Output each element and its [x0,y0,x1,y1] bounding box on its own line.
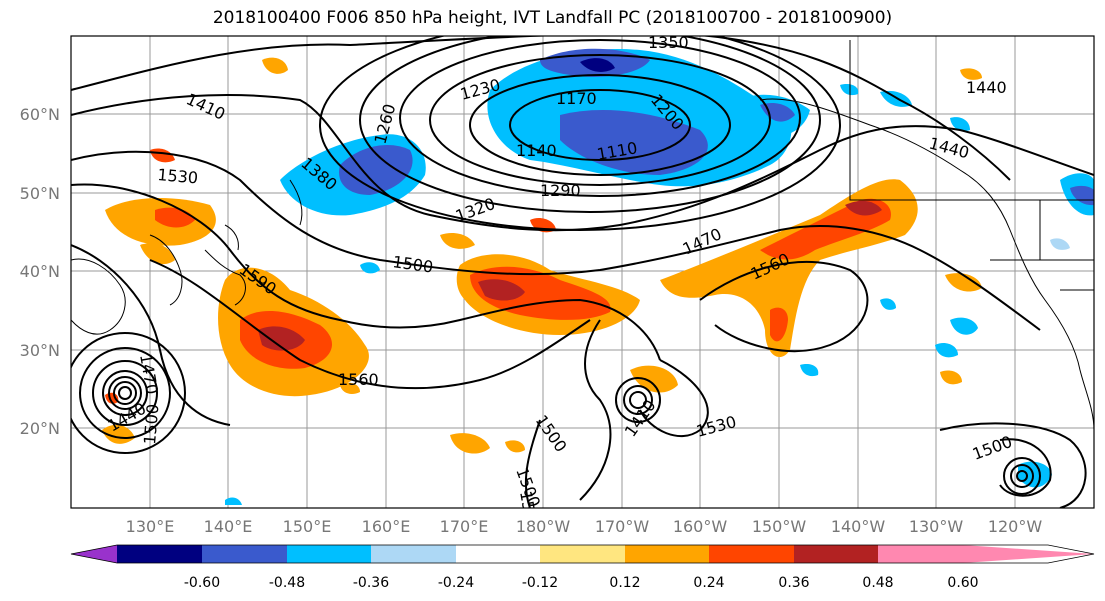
colorbar-tick-label: -0.48 [269,575,305,591]
colorbar-tick-label: -0.12 [522,575,558,591]
colorbar-tick-labels: -0.60 -0.48 -0.36 -0.24 -0.12 0.12 0.24 … [184,575,979,591]
lon-label: 170°E [440,517,489,536]
colorbar-outline [70,544,1095,564]
colorbar-bin [456,545,540,563]
colorbar-bin [287,545,371,563]
lon-label: 130°E [126,517,175,536]
lat-label: 30°N [20,341,60,360]
lon-label: 120°W [988,517,1043,536]
colorbar-tick-label: -0.60 [184,575,220,591]
colorbar-tick-label: 0.60 [947,575,978,591]
lon-label: 160°W [673,517,728,536]
colorbar-tick-label: -0.24 [438,575,474,591]
colorbar-tick-label: 0.24 [693,575,724,591]
contour-label: 1350 [648,33,689,52]
colorbar-bin [202,545,287,563]
map-frame [70,35,1095,509]
colorbar-bin [794,545,878,563]
colorbar-bin [625,545,709,563]
colorbar-bin [709,545,794,563]
latitude-labels: 60°N 50°N 40°N 30°N 20°N [20,105,60,438]
lon-label: 180°W [516,517,571,536]
lon-label: 130°W [909,517,964,536]
contour-label: 1140 [516,141,557,160]
map-content: 1350 1230 1170 1200 1260 1410 1140 1110 … [71,33,1094,532]
lat-label: 20°N [20,419,60,438]
contour-label: 1500 [140,403,162,445]
colorbar-tick-label: 0.12 [609,575,640,591]
lon-label: 150°E [283,517,332,536]
lon-label: 140°E [204,517,253,536]
lat-label: 60°N [20,105,60,124]
coastlines [71,40,1094,431]
contour-label: 1290 [540,181,581,200]
lon-label: 150°W [752,517,807,536]
colorbar-tick-label: -0.36 [353,575,389,591]
colorbar [71,545,1094,563]
colorbar-bin [371,545,456,563]
height-contours [71,36,1094,508]
colorbar-bin [540,545,625,563]
colorbar-tick-label: 0.36 [778,575,809,591]
colorbar-tick-label: 0.48 [862,575,893,591]
longitude-labels: 130°E 140°E 150°E 160°E 170°E 180°W 170°… [126,517,1043,536]
lon-label: 140°W [831,517,886,536]
contour-label: 1170 [556,89,597,108]
contour-label: 1530 [157,165,199,187]
lon-label: 170°W [595,517,650,536]
map-title: 2018100400 F006 850 hPa height, IVT Land… [212,8,893,28]
contour-label: 1560 [338,370,379,389]
positive-ivt-shading [102,57,982,454]
colorbar-bin [878,545,963,563]
colorbar-extend-low [71,545,117,563]
colorbar-extend-high [963,545,1094,563]
lat-label: 40°N [20,262,60,281]
contour-label: 1500 [516,489,542,532]
colorbar-bin [117,545,202,563]
contour-label: 1440 [966,78,1007,97]
lat-label: 50°N [20,184,60,203]
lon-label: 160°E [362,517,411,536]
